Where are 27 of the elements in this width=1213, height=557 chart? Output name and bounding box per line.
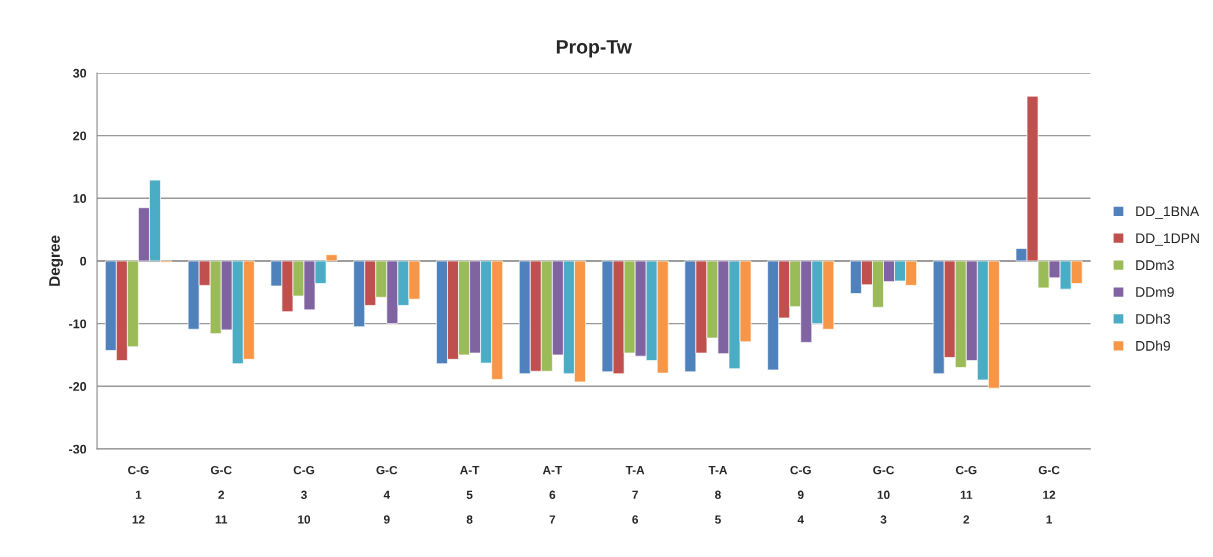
y-tick-label: -30 — [69, 444, 87, 454]
legend-label: DD_1BNA — [1136, 206, 1200, 219]
category-label: G-C 2 11 — [210, 465, 232, 524]
y-tick-label: 20 — [73, 131, 87, 141]
category-label: C-G 3 10 — [293, 465, 315, 524]
legend-label: DDm3 — [1136, 260, 1174, 271]
category-label: C-G 1 12 — [128, 465, 149, 524]
legend-label: DDh9 — [1136, 340, 1170, 351]
category-label: G-C 10 3 — [873, 465, 895, 524]
legend-label: DDh3 — [1136, 313, 1171, 324]
category-label: T-A 8 5 — [708, 466, 728, 524]
legend-label: DDm9 — [1136, 287, 1174, 297]
y-tick-label: -20 — [69, 382, 87, 391]
category-label: G-C 4 9 — [376, 465, 398, 524]
legend-label: DD_1DPN — [1136, 233, 1199, 246]
y-tick-label: 10 — [73, 194, 87, 203]
chart-title: Prop-Tw — [556, 40, 632, 58]
category-label: G-C 12 1 — [1038, 465, 1060, 524]
category-label: C-G 11 2 — [955, 465, 977, 524]
category-label: T-A 7 6 — [625, 466, 645, 524]
y-tick-label: 30 — [73, 68, 87, 78]
y-tick-label: -10 — [69, 319, 87, 329]
category-label: A-T 5 8 — [460, 466, 480, 524]
y-axis-title: Degree — [49, 235, 63, 286]
category-label: A-T 6 7 — [542, 466, 563, 524]
y-tick-label: 0 — [80, 256, 87, 266]
category-label: C-G 9 4 — [790, 465, 811, 524]
